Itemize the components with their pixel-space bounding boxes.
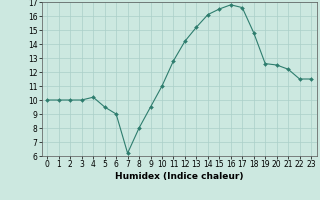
X-axis label: Humidex (Indice chaleur): Humidex (Indice chaleur) (115, 172, 244, 181)
